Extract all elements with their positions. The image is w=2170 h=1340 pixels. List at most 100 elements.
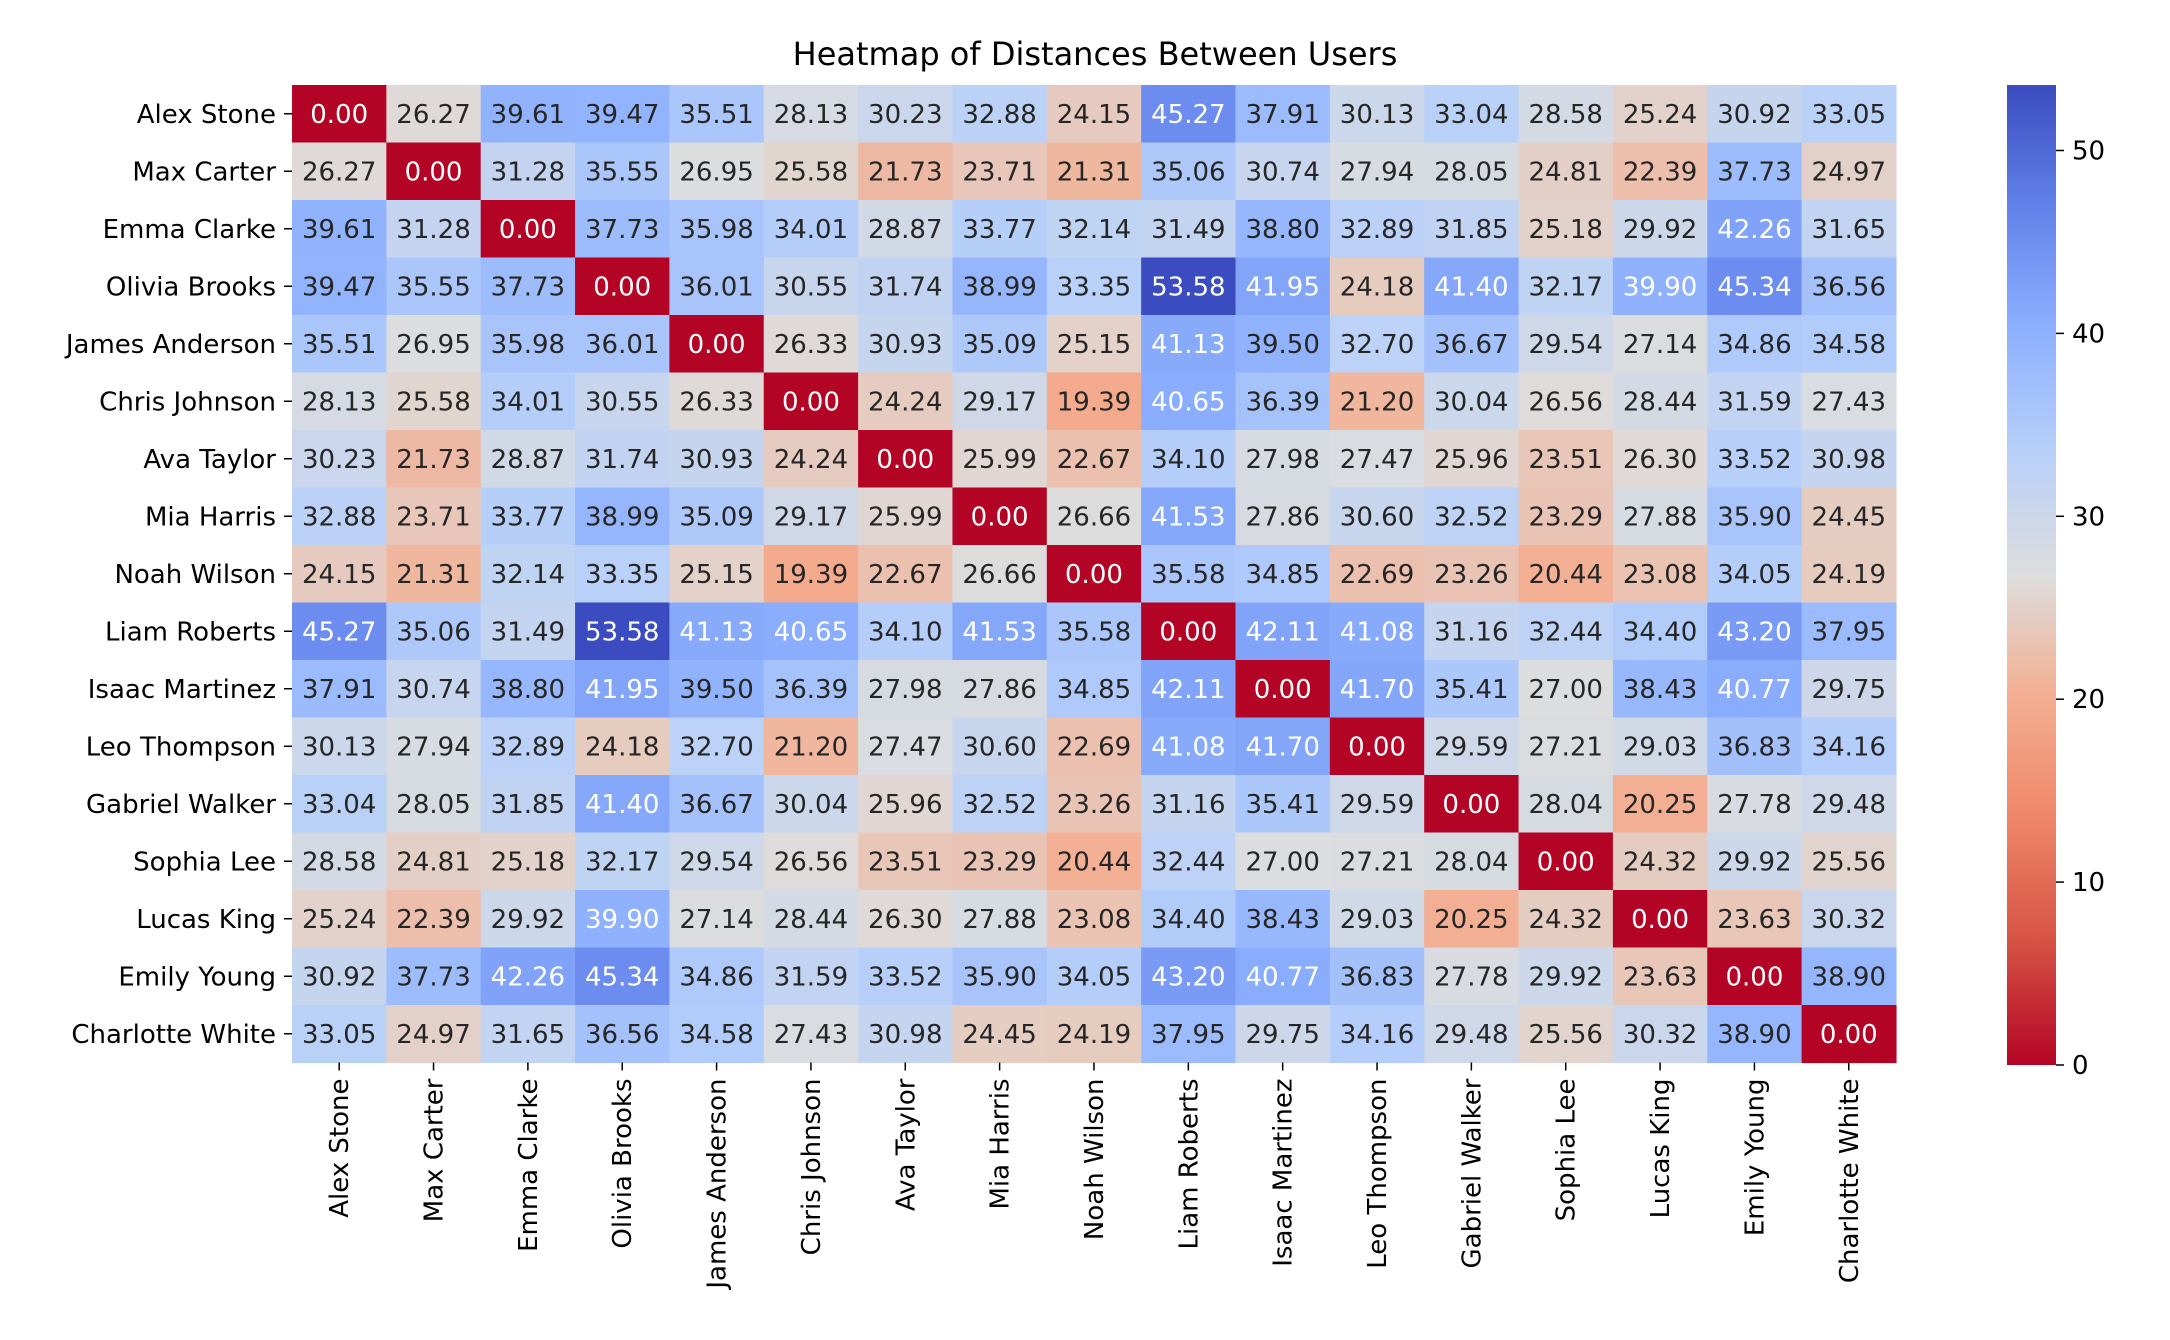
y-tick-label: Emma Clarke (103, 215, 276, 245)
cell-value-label: 25.24 (1623, 100, 1697, 130)
cell-value-label: 32.88 (962, 100, 1036, 130)
heatmap-cell (1707, 890, 1803, 949)
cell-value-label: 32.14 (491, 560, 565, 590)
cell-value-label: 29.03 (1340, 905, 1414, 935)
heatmap-cell (480, 257, 576, 316)
colorbar-tick-label: 40 (2072, 319, 2105, 349)
heatmap-cell (1518, 947, 1614, 1006)
heatmap-cell (575, 545, 670, 604)
y-tick-label: Chris Johnson (99, 387, 276, 417)
cell-value-label: 41.40 (585, 790, 659, 820)
cell-value-label: 39.50 (1245, 330, 1319, 360)
heatmap-cell (1707, 545, 1803, 604)
heatmap-cell (1046, 85, 1142, 144)
cell-value-label: 31.65 (491, 1020, 565, 1050)
heatmap-cell (480, 1005, 576, 1064)
heatmap-cell (1141, 947, 1237, 1006)
cell-value-label: 27.94 (396, 732, 470, 762)
cell-value-label: 23.71 (962, 157, 1036, 187)
cell-value-label: 28.58 (302, 847, 376, 877)
cell-value-label: 24.32 (1529, 905, 1603, 935)
heatmap-cell (480, 947, 576, 1006)
cell-value-label: 34.16 (1340, 1020, 1414, 1050)
cell-value-label: 27.86 (1245, 502, 1319, 532)
cell-value-label: 25.99 (868, 502, 942, 532)
heatmap-cell (1424, 315, 1520, 374)
heatmap-cell (763, 85, 859, 144)
y-tick-label: Ava Taylor (143, 445, 276, 475)
heatmap-cell (858, 142, 954, 201)
cell-value-label: 27.88 (1623, 502, 1697, 532)
cell-value-label: 53.58 (585, 617, 659, 647)
cell-value-label: 27.14 (1623, 330, 1697, 360)
cell-value-label: 26.56 (1529, 387, 1603, 417)
cell-value-label: 24.15 (302, 560, 376, 590)
cell-value-label: 31.16 (1151, 790, 1225, 820)
cell-value-label: 34.86 (1717, 330, 1791, 360)
heatmap-cell (292, 602, 387, 661)
heatmap-cell (952, 1005, 1048, 1064)
cell-value-label: 29.17 (774, 502, 848, 532)
cell-value-label: 40.65 (1151, 387, 1225, 417)
cell-value-label: 24.15 (1057, 100, 1131, 130)
cell-value-label: 0.00 (499, 215, 557, 245)
cell-value-label: 21.31 (1057, 157, 1131, 187)
heatmap-cell (1235, 487, 1331, 546)
cell-value-label: 27.78 (1434, 962, 1508, 992)
cell-value-label: 41.13 (1151, 330, 1225, 360)
heatmap-cell (1046, 545, 1142, 604)
cell-value-label: 21.73 (868, 157, 942, 187)
heatmap-cell (292, 660, 387, 719)
cell-value-label: 36.01 (679, 272, 753, 302)
heatmap-cell (763, 717, 859, 776)
heatmap-cell (1801, 660, 1897, 719)
heatmap-cell (575, 430, 670, 489)
cell-value-label: 38.99 (585, 502, 659, 532)
heatmap-cell (1141, 545, 1237, 604)
cell-value-label: 24.19 (1057, 1020, 1131, 1050)
cell-value-label: 23.63 (1623, 962, 1697, 992)
cell-value-label: 26.30 (868, 905, 942, 935)
heatmap-cell (1707, 832, 1803, 891)
heatmap-cell (763, 372, 859, 431)
cell-value-label: 25.18 (1529, 215, 1603, 245)
cell-value-label: 42.11 (1151, 675, 1225, 705)
heatmap-cell (1046, 315, 1142, 374)
heatmap-cell (575, 200, 670, 259)
heatmap-cell (1329, 430, 1425, 489)
cell-value-label: 25.56 (1529, 1020, 1603, 1050)
heatmap-cell (1235, 257, 1331, 316)
heatmap-cell (1329, 602, 1425, 661)
x-tick-label: Charlotte White (1835, 1078, 1865, 1283)
heatmap-cell (1518, 832, 1614, 891)
cell-value-label: 35.98 (679, 215, 753, 245)
cell-value-label: 31.59 (774, 962, 848, 992)
cell-value-label: 38.80 (491, 675, 565, 705)
heatmap-cells: 0.00 26.27 39.61 39.47 35.51 28.13 30.23 32.88 2… (292, 85, 1897, 1064)
heatmap-cell (575, 775, 670, 834)
heatmap-cell (1046, 257, 1142, 316)
cell-value-label: 31.85 (491, 790, 565, 820)
cell-value-label: 35.55 (396, 272, 470, 302)
cell-value-label: 22.69 (1057, 732, 1131, 762)
heatmap-cell (1329, 832, 1425, 891)
y-tick-label: Gabriel Walker (86, 790, 276, 820)
heatmap-cell (1329, 200, 1425, 259)
y-tick-label: James Anderson (64, 330, 276, 360)
cell-value-label: 20.25 (1434, 905, 1508, 935)
cell-value-label: 23.29 (1529, 502, 1603, 532)
cell-value-label: 30.93 (868, 330, 942, 360)
cell-value-label: 32.89 (491, 732, 565, 762)
cell-value-label: 41.08 (1340, 617, 1414, 647)
cell-value-label: 27.88 (962, 905, 1036, 935)
heatmap-cell (1329, 487, 1425, 546)
heatmap-cell (292, 717, 387, 776)
cell-value-label: 37.73 (396, 962, 470, 992)
heatmap-cell (386, 430, 482, 489)
cell-value-label: 31.59 (1717, 387, 1791, 417)
x-tick-label: Ava Taylor (891, 1078, 921, 1211)
cell-value-label: 35.09 (962, 330, 1036, 360)
cell-value-label: 38.99 (962, 272, 1036, 302)
cell-value-label: 35.90 (1717, 502, 1791, 532)
heatmap-cell (763, 200, 859, 259)
